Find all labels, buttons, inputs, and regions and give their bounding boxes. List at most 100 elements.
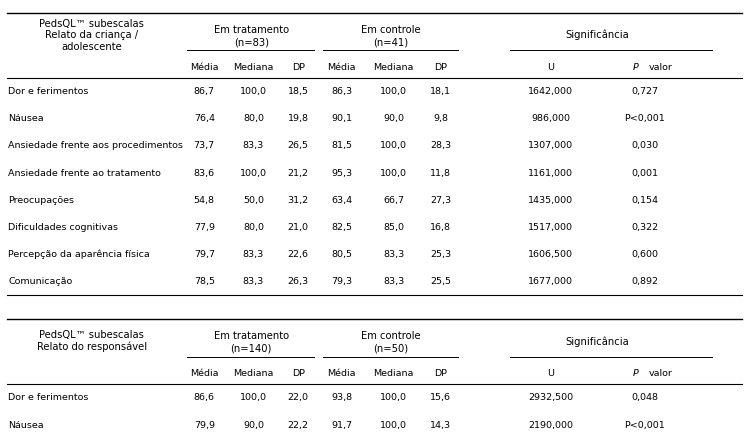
Text: PedsQL™ subescalas
Relato da criança /
adolescente: PedsQL™ subescalas Relato da criança / a…: [40, 18, 145, 52]
Text: 1642,000: 1642,000: [528, 87, 573, 96]
Text: 11,8: 11,8: [430, 169, 451, 177]
Text: Significância: Significância: [565, 30, 629, 40]
Text: 16,8: 16,8: [430, 223, 451, 232]
Text: 0,048: 0,048: [631, 393, 658, 402]
Text: Percepção da aparência física: Percepção da aparência física: [8, 250, 150, 259]
Text: DP: DP: [434, 369, 447, 378]
Text: 18,5: 18,5: [288, 87, 309, 96]
Text: Em tratamento: Em tratamento: [213, 331, 289, 341]
Text: PedsQL™ subescalas
Relato do responsável: PedsQL™ subescalas Relato do responsável: [37, 330, 147, 352]
Text: 82,5: 82,5: [331, 223, 352, 232]
Text: 66,7: 66,7: [383, 196, 404, 205]
Text: 986,000: 986,000: [531, 114, 570, 123]
Text: 0,892: 0,892: [631, 277, 658, 286]
Text: 1677,000: 1677,000: [528, 277, 573, 286]
Text: 83,3: 83,3: [243, 250, 264, 259]
Text: 83,3: 83,3: [383, 277, 404, 286]
Text: 83,3: 83,3: [243, 277, 264, 286]
Text: 100,0: 100,0: [380, 421, 407, 430]
Text: valor: valor: [649, 369, 673, 378]
Text: 26,5: 26,5: [288, 141, 309, 151]
Text: 21,2: 21,2: [288, 169, 309, 177]
Text: 93,8: 93,8: [331, 393, 352, 402]
Text: Média: Média: [327, 63, 356, 72]
Text: 18,1: 18,1: [430, 87, 451, 96]
Text: 63,4: 63,4: [331, 196, 352, 205]
Text: 1307,000: 1307,000: [528, 141, 573, 151]
Text: 83,3: 83,3: [383, 250, 404, 259]
Text: 86,6: 86,6: [194, 393, 215, 402]
Text: (n=41): (n=41): [373, 37, 408, 47]
Text: 83,6: 83,6: [194, 169, 215, 177]
Text: 100,0: 100,0: [240, 169, 267, 177]
Text: 50,0: 50,0: [243, 196, 264, 205]
Text: Náusea: Náusea: [8, 114, 44, 123]
Text: 81,5: 81,5: [331, 141, 352, 151]
Text: 26,3: 26,3: [288, 277, 309, 286]
Text: 54,8: 54,8: [194, 196, 215, 205]
Text: 100,0: 100,0: [380, 169, 407, 177]
Text: 79,7: 79,7: [194, 250, 215, 259]
Text: Preocupações: Preocupações: [8, 196, 74, 205]
Text: P<0,001: P<0,001: [624, 114, 665, 123]
Text: 100,0: 100,0: [380, 141, 407, 151]
Text: 14,3: 14,3: [430, 421, 451, 430]
Text: 1161,000: 1161,000: [528, 169, 573, 177]
Text: Dor e ferimentos: Dor e ferimentos: [8, 393, 88, 402]
Text: 1517,000: 1517,000: [528, 223, 573, 232]
Text: 90,0: 90,0: [243, 421, 264, 430]
Text: 21,0: 21,0: [288, 223, 309, 232]
Text: 79,9: 79,9: [194, 421, 215, 430]
Text: 86,3: 86,3: [331, 87, 352, 96]
Text: 100,0: 100,0: [240, 87, 267, 96]
Text: 0,600: 0,600: [631, 250, 658, 259]
Text: Em controle: Em controle: [361, 331, 420, 341]
Text: Mediana: Mediana: [374, 63, 413, 72]
Text: 0,322: 0,322: [631, 223, 658, 232]
Text: 19,8: 19,8: [288, 114, 309, 123]
Text: DP: DP: [291, 369, 305, 378]
Text: 25,3: 25,3: [430, 250, 451, 259]
Text: Mediana: Mediana: [374, 369, 413, 378]
Text: (n=83): (n=83): [234, 37, 269, 47]
Text: P: P: [633, 63, 639, 72]
Text: Dor e ferimentos: Dor e ferimentos: [8, 87, 88, 96]
Text: (n=140): (n=140): [231, 343, 272, 353]
Text: Ansiedade frente aos procedimentos: Ansiedade frente aos procedimentos: [8, 141, 183, 151]
Text: 1606,500: 1606,500: [528, 250, 573, 259]
Text: 80,5: 80,5: [331, 250, 352, 259]
Text: 100,0: 100,0: [380, 87, 407, 96]
Text: 77,9: 77,9: [194, 223, 215, 232]
Text: Dificuldades cognitivas: Dificuldades cognitivas: [8, 223, 118, 232]
Text: 22,2: 22,2: [288, 421, 309, 430]
Text: Mediana: Mediana: [233, 63, 273, 72]
Text: Em controle: Em controle: [361, 25, 420, 35]
Text: Média: Média: [327, 369, 356, 378]
Text: 0,030: 0,030: [631, 141, 658, 151]
Text: 80,0: 80,0: [243, 114, 264, 123]
Text: 31,2: 31,2: [288, 196, 309, 205]
Text: 15,6: 15,6: [430, 393, 451, 402]
Text: 22,6: 22,6: [288, 250, 309, 259]
Text: Média: Média: [190, 63, 219, 72]
Text: 0,727: 0,727: [631, 87, 658, 96]
Text: 90,1: 90,1: [331, 114, 352, 123]
Text: P<0,001: P<0,001: [624, 421, 665, 430]
Text: 0,001: 0,001: [631, 169, 658, 177]
Text: 25,5: 25,5: [430, 277, 451, 286]
Text: 83,3: 83,3: [243, 141, 264, 151]
Text: Náusea: Náusea: [8, 421, 44, 430]
Text: Em tratamento: Em tratamento: [213, 25, 289, 35]
Text: 28,3: 28,3: [430, 141, 451, 151]
Text: 9,8: 9,8: [433, 114, 448, 123]
Text: valor: valor: [649, 63, 673, 72]
Text: 78,5: 78,5: [194, 277, 215, 286]
Text: Comunicação: Comunicação: [8, 277, 73, 286]
Text: Ansiedade frente ao tratamento: Ansiedade frente ao tratamento: [8, 169, 161, 177]
Text: 86,7: 86,7: [194, 87, 215, 96]
Text: 0,154: 0,154: [631, 196, 658, 205]
Text: 90,0: 90,0: [383, 114, 404, 123]
Text: 100,0: 100,0: [240, 393, 267, 402]
Text: 91,7: 91,7: [331, 421, 352, 430]
Text: 22,0: 22,0: [288, 393, 309, 402]
